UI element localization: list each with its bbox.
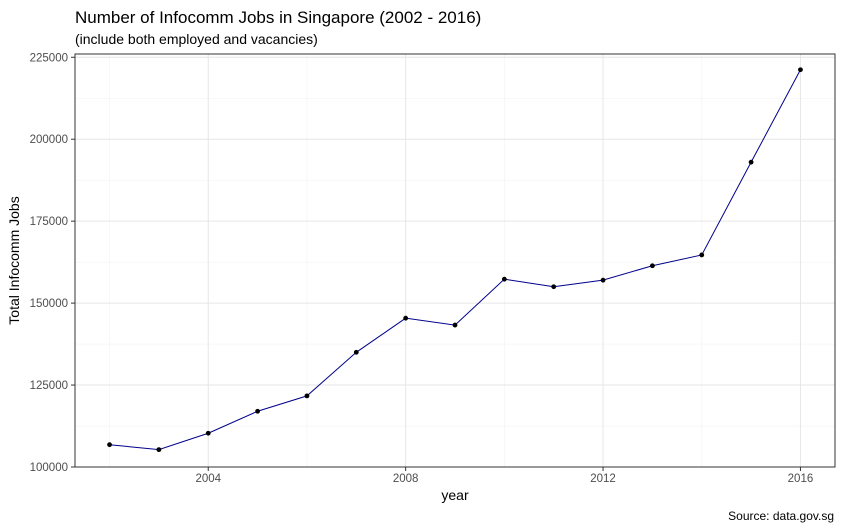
axis-tick-labels: 2004 2008 2012 2016 100000 125000 150000 175000… [30, 52, 814, 485]
data-point-2012 [600, 277, 606, 283]
x-tick-label: 2004 [195, 473, 221, 485]
x-axis-title: year [441, 487, 469, 503]
data-point-2013 [650, 263, 655, 269]
grid-minor [75, 54, 835, 467]
x-tick-label: 2016 [788, 473, 814, 485]
data-point-2015 [748, 159, 754, 165]
y-tick-label: 225000 [30, 52, 68, 64]
axis-ticks [71, 56, 801, 471]
data-point-2011 [551, 284, 557, 290]
data-point-2014 [699, 252, 705, 258]
data-point-2005 [255, 408, 260, 414]
grid-major [75, 54, 835, 468]
data-point-2004 [205, 430, 211, 436]
y-tick-label: 150000 [30, 298, 68, 310]
data-point-2007 [353, 349, 359, 355]
chart-subtitle: (include both employed and vacancies) [75, 31, 318, 47]
series-points-group [107, 67, 803, 453]
y-tick-label: 100000 [30, 462, 68, 474]
data-point-2010 [501, 276, 507, 282]
x-tick-label: 2008 [393, 473, 419, 485]
x-tick-label: 2012 [590, 473, 616, 485]
y-tick-label: 125000 [30, 380, 68, 392]
chart-caption: Source: data.gov.sg [728, 509, 834, 523]
y-tick-label: 175000 [30, 216, 68, 228]
data-point-2008 [403, 315, 409, 321]
data-point-2016 [798, 67, 803, 73]
series-line [109, 69, 801, 451]
data-point-2002 [107, 442, 112, 448]
series-line-group [109, 69, 801, 451]
plot-panel-border [74, 53, 836, 468]
data-point-2003 [156, 447, 162, 453]
data-point-2006 [304, 393, 310, 399]
chart-title: Number of Infocomm Jobs in Singapore (20… [75, 8, 482, 27]
data-point-2009 [452, 322, 458, 328]
y-tick-label: 200000 [30, 134, 68, 146]
y-axis-title: Total Infocomm Jobs [6, 196, 22, 324]
